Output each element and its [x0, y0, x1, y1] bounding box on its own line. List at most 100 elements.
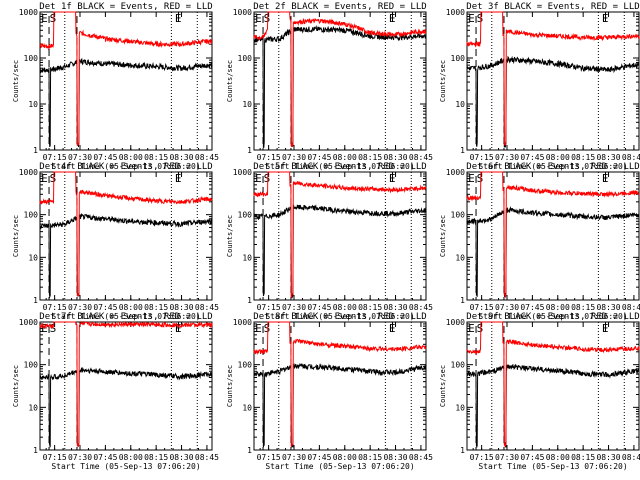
chart-panel-8: Det 8f BLACK = Events, RED = LLD 1 10 100 10… — [226, 312, 433, 471]
x-tick-label: 07:15 — [43, 303, 67, 312]
x-tick-label: 07:30 — [68, 153, 92, 162]
x-tick-label: 08:45 — [409, 453, 433, 462]
x-tick-label: 07:45 — [93, 453, 117, 462]
chart-title: Det 6f BLACK = Events, RED = LLD — [466, 162, 639, 172]
marker-label: S — [264, 322, 271, 335]
y-tick-label: 10 — [28, 100, 38, 109]
y-tick-label: 100 — [24, 54, 39, 63]
x-tick-label: 08:00 — [546, 303, 570, 312]
x-tick-label: 07:45 — [307, 453, 331, 462]
x-tick-label: 08:15 — [144, 303, 168, 312]
lld-series-line — [253, 11, 427, 148]
y-tick-label: 100 — [238, 361, 253, 370]
plot-frame — [39, 321, 213, 451]
x-tick-label: 08:30 — [596, 303, 620, 312]
marker-label: S — [264, 12, 271, 25]
chart-title: Det 2f BLACK = Events, RED = LLD — [253, 2, 426, 12]
plot-frame — [39, 11, 213, 151]
x-tick-label: 07:45 — [520, 153, 544, 162]
y-tick-label: 10 — [455, 253, 465, 262]
y-tick-label: 100 — [451, 54, 466, 63]
chart-title: Det 1f BLACK = Events, RED = LLD — [39, 2, 212, 12]
y-tick-label: 100 — [451, 361, 466, 370]
x-tick-label: 07:15 — [43, 453, 67, 462]
x-tick-label: 08:00 — [333, 453, 357, 462]
x-tick-label: 07:45 — [93, 153, 117, 162]
marker-label: E — [468, 322, 475, 335]
marker-label: E — [468, 12, 475, 25]
events-series-line — [39, 213, 213, 299]
lld-series-line — [253, 171, 427, 299]
marker-label: E — [255, 12, 262, 25]
chart-title: Det 5f BLACK = Events, RED = LLD — [253, 162, 426, 172]
y-tick-label: 100 — [24, 361, 39, 370]
x-tick-label: 07:30 — [282, 153, 306, 162]
x-axis-label: Start Time (05-Sep-13 07:06:20) — [265, 162, 414, 171]
y-tick-label: 1 — [247, 446, 252, 455]
y-tick-label: 100 — [451, 211, 466, 220]
y-axis-label: Counts/sec — [439, 215, 447, 257]
chart-panel-3: Det 3f BLACK = Events, RED = LLD 1 10 100 10… — [439, 2, 640, 171]
y-tick-label: 1 — [33, 446, 38, 455]
y-tick-label: 1 — [247, 146, 252, 155]
x-tick-label: 07:30 — [282, 303, 306, 312]
events-series-line — [466, 363, 640, 448]
y-tick-label: 10 — [455, 403, 465, 412]
x-tick-label: 07:30 — [495, 153, 519, 162]
events-series-line — [466, 205, 640, 298]
x-tick-label: 08:15 — [144, 453, 168, 462]
marker-label: E — [41, 12, 48, 25]
plot-frame — [466, 11, 640, 151]
x-tick-label: 08:30 — [596, 453, 620, 462]
y-tick-label: 1000 — [233, 168, 252, 177]
marker-label: E — [255, 172, 262, 185]
marker-label: S — [50, 12, 57, 25]
y-axis-label: Counts/sec — [226, 60, 234, 102]
x-tick-label: 08:15 — [571, 303, 595, 312]
x-tick-label: 08:00 — [119, 153, 143, 162]
y-tick-label: 1 — [33, 146, 38, 155]
y-tick-label: 1 — [460, 446, 465, 455]
x-tick-label: 08:15 — [144, 153, 168, 162]
x-tick-label: 07:15 — [470, 153, 494, 162]
x-tick-label: 07:15 — [257, 453, 281, 462]
y-tick-label: 10 — [242, 100, 252, 109]
y-axis-label: Counts/sec — [12, 365, 20, 407]
y-tick-label: 100 — [238, 54, 253, 63]
x-axis-label: Start Time (05-Sep-13 07:06:20) — [265, 312, 414, 321]
chart-panel-7: Det 7f BLACK = Events, RED = LLD 1 10 100 10… — [12, 312, 219, 471]
events-series-line — [253, 24, 427, 149]
x-tick-label: 08:15 — [571, 453, 595, 462]
chart-panel-5: Det 5f BLACK = Events, RED = LLD 1 10 100 10… — [226, 162, 433, 321]
x-tick-label: 08:45 — [622, 153, 640, 162]
x-tick-label: 08:30 — [169, 153, 193, 162]
y-tick-label: 100 — [24, 211, 39, 220]
y-tick-label: 1000 — [19, 168, 38, 177]
marker-label: S — [50, 172, 57, 185]
plot-frame — [253, 171, 427, 301]
x-tick-label: 08:15 — [358, 453, 382, 462]
lld-series-line — [466, 11, 640, 146]
x-axis-label: Start Time (05-Sep-13 07:06:20) — [51, 162, 200, 171]
events-series-line — [253, 362, 427, 448]
x-tick-label: 08:45 — [622, 303, 640, 312]
y-tick-label: 100 — [238, 211, 253, 220]
marker-label: S — [50, 322, 57, 335]
chart-panel-9: Det 9f BLACK = Events, RED = LLD 1 10 100 10… — [439, 312, 640, 471]
lld-series-line — [466, 321, 640, 448]
x-tick-label: 08:30 — [383, 453, 407, 462]
x-tick-label: 07:45 — [520, 303, 544, 312]
x-axis-label: Start Time (05-Sep-13 07:06:20) — [478, 312, 627, 321]
y-tick-label: 1000 — [446, 8, 465, 17]
marker-label: S — [477, 172, 484, 185]
y-tick-label: 1000 — [446, 318, 465, 327]
y-axis-label: Counts/sec — [12, 60, 20, 102]
x-tick-label: 08:15 — [571, 153, 595, 162]
chart-panel-1: Det 1f BLACK = Events, RED = LLD 1 10 100 10… — [12, 2, 219, 171]
y-tick-label: 1 — [460, 146, 465, 155]
y-tick-label: 10 — [242, 403, 252, 412]
events-series-line — [39, 57, 213, 148]
lld-series-line — [39, 320, 213, 448]
events-series-line — [253, 204, 427, 299]
x-tick-label: 08:15 — [358, 153, 382, 162]
